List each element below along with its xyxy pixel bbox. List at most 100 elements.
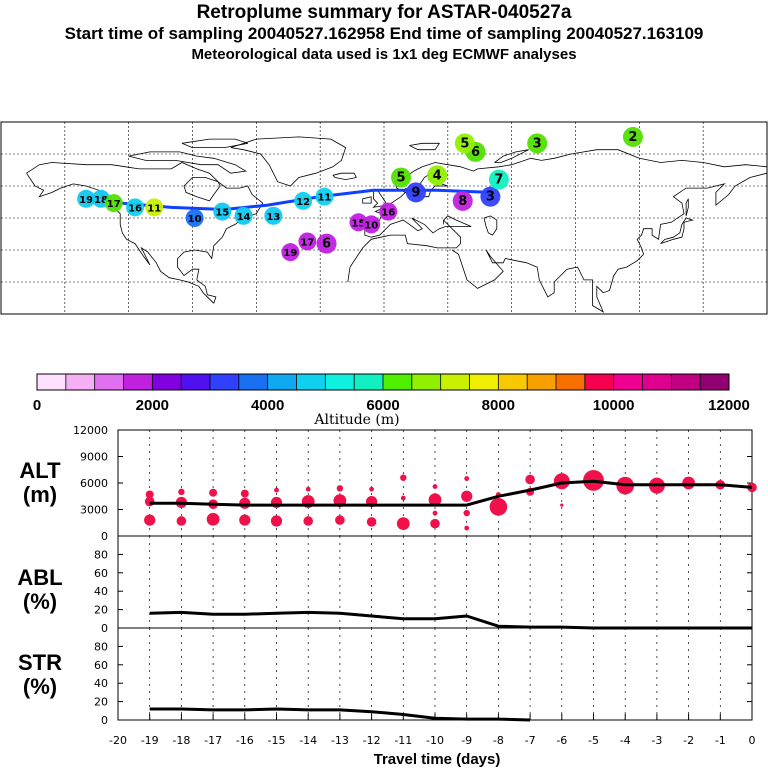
map-cluster-marker bbox=[454, 133, 475, 154]
colorbar-segment bbox=[411, 374, 441, 390]
plume-trajectory bbox=[120, 188, 491, 211]
map-plume-path bbox=[120, 188, 491, 211]
map-cluster-label: 13 bbox=[266, 212, 280, 223]
colorbar-segment bbox=[584, 374, 614, 390]
cluster-marker bbox=[525, 474, 535, 485]
x-tick-label: -18 bbox=[172, 734, 190, 747]
coastline bbox=[181, 138, 248, 149]
x-tick-label: -20 bbox=[109, 734, 127, 747]
map-cluster-marker bbox=[622, 126, 643, 147]
coastline bbox=[230, 136, 347, 187]
cluster-marker bbox=[400, 495, 406, 501]
map-cluster-marker bbox=[77, 189, 96, 208]
abl-unit-label: (%) bbox=[23, 589, 57, 614]
colorbar-segment bbox=[642, 374, 672, 390]
cluster-marker bbox=[335, 515, 345, 525]
colorbar-tick-label: 8000 bbox=[482, 397, 515, 414]
y-tick-label: 9000 bbox=[80, 451, 108, 464]
x-tick-label: -14 bbox=[299, 734, 317, 747]
map-cluster-label: 9 bbox=[411, 185, 420, 200]
cluster-marker bbox=[464, 525, 470, 531]
map-cluster-label: 3 bbox=[533, 136, 542, 151]
map-cluster-marker bbox=[488, 169, 509, 190]
cluster-marker bbox=[400, 474, 407, 481]
colorbar-segment bbox=[613, 374, 643, 390]
colorbar-segment bbox=[527, 374, 557, 390]
colorbar-segment bbox=[267, 374, 297, 390]
coastline bbox=[26, 172, 215, 304]
colorbar-tick-label: 12000 bbox=[708, 397, 750, 414]
colorbar-segment bbox=[556, 374, 586, 390]
x-tick-label: -19 bbox=[141, 734, 159, 747]
cluster-marker bbox=[430, 518, 440, 529]
colorbar-segment bbox=[296, 374, 326, 390]
map-cluster-label: 12 bbox=[296, 197, 310, 208]
cluster-marker bbox=[336, 485, 344, 492]
x-tick-label: -16 bbox=[236, 734, 254, 747]
x-tick-label: -17 bbox=[204, 734, 222, 747]
coastline bbox=[660, 217, 694, 244]
colorbar-segment bbox=[498, 374, 528, 390]
colorbar-segment bbox=[469, 374, 499, 390]
cluster-marker bbox=[239, 514, 251, 526]
map-cluster-label: 8 bbox=[458, 194, 467, 209]
colorbar-segment bbox=[671, 374, 701, 390]
y-tick-label: 80 bbox=[94, 548, 108, 561]
x-tick-label: -7 bbox=[525, 734, 536, 747]
colorbar-segment bbox=[152, 374, 182, 390]
abl-panel: 0 20 40 60 80 bbox=[94, 535, 753, 635]
colorbar-tick-label: 6000 bbox=[366, 397, 399, 414]
colorbar-segment bbox=[238, 374, 268, 390]
y-tick-label: 60 bbox=[94, 567, 108, 580]
colorbar-tick-label: 2000 bbox=[136, 397, 169, 414]
coastline bbox=[128, 151, 247, 174]
map-cluster-marker bbox=[452, 190, 473, 211]
colorbar-tick-label: 10000 bbox=[593, 397, 635, 414]
coastline bbox=[494, 149, 529, 163]
cluster-marker bbox=[178, 488, 185, 496]
map-cluster-label: 4 bbox=[433, 168, 442, 183]
map-cluster-marker bbox=[379, 202, 398, 221]
map-cluster-marker bbox=[405, 182, 426, 203]
y-tick-label: 20 bbox=[94, 696, 108, 709]
map-cluster-marker bbox=[264, 206, 283, 225]
x-tick-label: -11 bbox=[394, 734, 412, 747]
map-cluster-marker bbox=[527, 133, 548, 154]
x-tick-label: -1 bbox=[715, 734, 726, 747]
y-tick-label: 80 bbox=[94, 640, 108, 653]
coastline bbox=[347, 215, 472, 283]
map-cluster-marker bbox=[480, 186, 501, 207]
y-tick-label: 12000 bbox=[73, 424, 108, 437]
sampling-time-subtitle: Start time of sampling 20040527.162958 E… bbox=[64, 24, 704, 43]
map-cluster-marker bbox=[185, 209, 204, 227]
map-cluster-label: 14 bbox=[237, 212, 251, 223]
series-line bbox=[149, 479, 753, 507]
map-cluster-marker bbox=[316, 233, 337, 254]
x-tick-label: -2 bbox=[683, 734, 694, 747]
coastline bbox=[183, 177, 221, 202]
colorbar-segment bbox=[440, 374, 470, 390]
x-tick-label: -6 bbox=[556, 734, 567, 747]
x-axis-ticks: -20 -19 -18 -17 -16 -15 -14 -13 -12 -11 -10 -9 -8 -7-… bbox=[109, 714, 756, 747]
x-tick-label: -3 bbox=[651, 734, 662, 747]
cluster-marker bbox=[747, 482, 757, 493]
colorbar-segment bbox=[123, 374, 153, 390]
cluster-marker bbox=[305, 486, 311, 492]
map-graticule bbox=[1, 122, 767, 314]
map-cluster-marker bbox=[298, 232, 317, 251]
coastline bbox=[685, 198, 689, 216]
map-cluster-label: 10 bbox=[364, 220, 378, 231]
cluster-marker bbox=[464, 476, 470, 481]
colorbar-segment bbox=[94, 374, 124, 390]
coastline bbox=[364, 149, 768, 223]
map-cluster-marker bbox=[213, 202, 232, 221]
cluster-marker bbox=[489, 498, 508, 516]
map-cluster-label: 17 bbox=[300, 237, 314, 248]
map-cluster-marker bbox=[427, 165, 448, 186]
cluster-marker bbox=[432, 510, 438, 516]
map-cluster-marker bbox=[391, 167, 412, 188]
map-cluster-marker bbox=[104, 194, 123, 213]
